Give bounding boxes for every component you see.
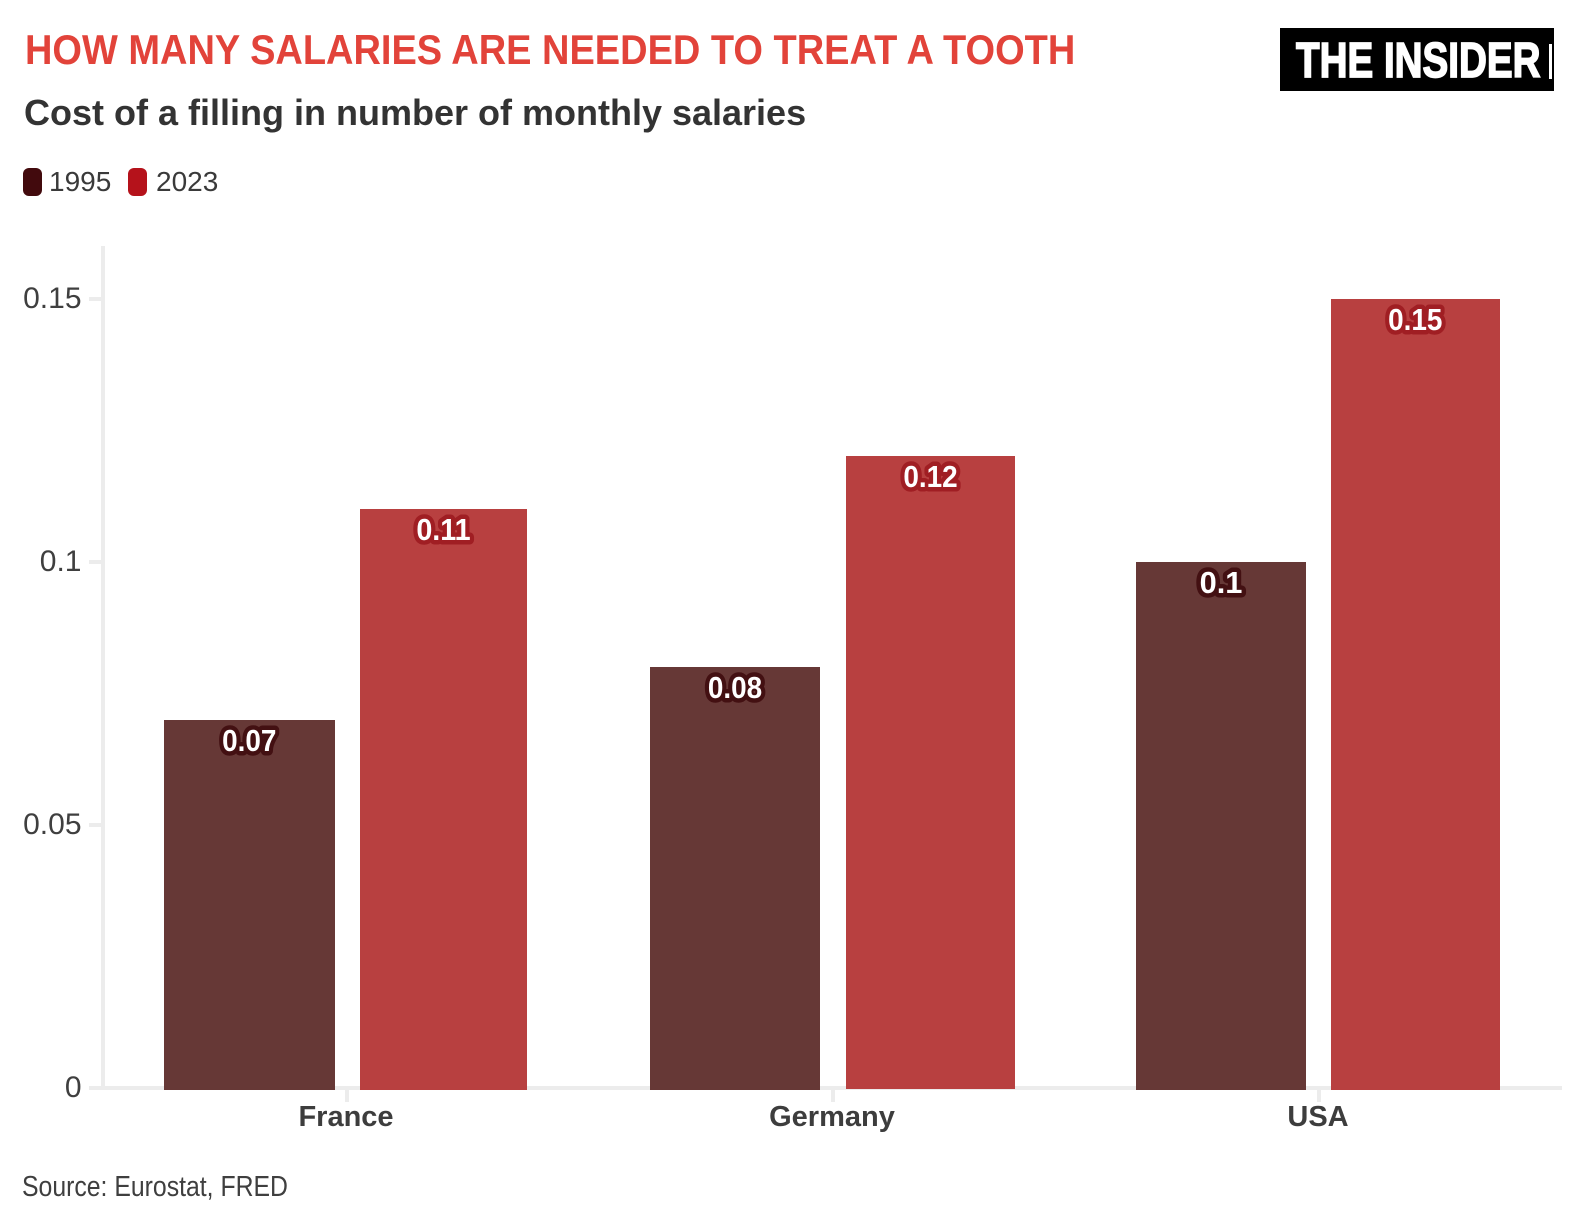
svg-text:0.1: 0.1 <box>1199 566 1242 600</box>
svg-text:0.15: 0.15 <box>1388 303 1442 337</box>
svg-text:0.11: 0.11 <box>416 513 470 547</box>
svg-text:0.12: 0.12 <box>903 460 957 494</box>
svg-text:0.07: 0.07 <box>222 724 276 758</box>
svg-text:0.08: 0.08 <box>708 671 762 705</box>
